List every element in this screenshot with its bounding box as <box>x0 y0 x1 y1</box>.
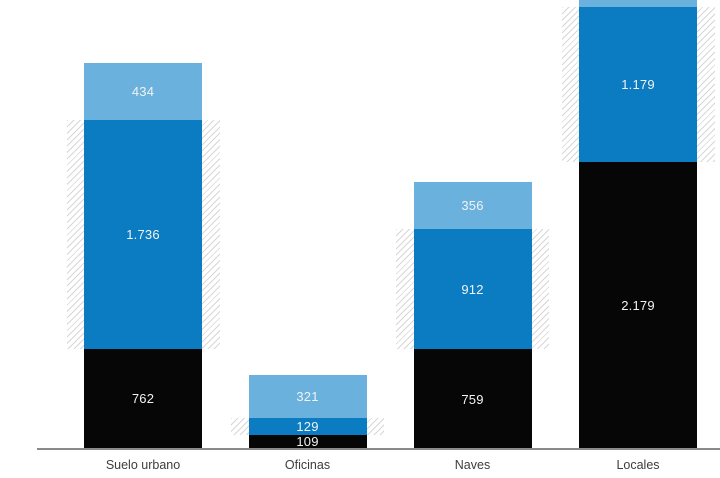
bar-segment-top-lightblue-segment: 321 <box>248 375 367 418</box>
segment-value-label: 1.736 <box>126 227 160 243</box>
bar-segment-bottom-black-segment: 759 <box>413 349 532 449</box>
segment-value-label: 109 <box>296 434 319 450</box>
category-label-locales: Locales <box>616 458 660 472</box>
bar-segment-middle-blue-segment: 912 <box>413 229 532 350</box>
bar-segment-top-lightblue-segment <box>579 0 697 8</box>
segment-value-label: 356 <box>461 198 484 214</box>
x-axis-line <box>37 448 720 450</box>
bar-segment-middle-blue-segment: 129 <box>248 417 367 435</box>
category-label-oficinas: Oficinas <box>284 458 331 472</box>
bar-segment-bottom-black-segment: 762 <box>84 348 202 449</box>
segment-value-label: 759 <box>461 391 484 407</box>
category-label-naves: Naves <box>454 458 491 472</box>
segment-value-label: 321 <box>296 389 319 405</box>
segment-value-label: 2.179 <box>621 298 655 314</box>
bar-segment-top-lightblue-segment: 434 <box>84 63 202 121</box>
bar-segment-bottom-black-segment: 2.179 <box>579 162 697 449</box>
segment-value-label: 762 <box>131 391 155 407</box>
segment-value-label: 434 <box>131 84 155 100</box>
bar-segment-bottom-black-segment: 109 <box>248 434 367 450</box>
category-label-suelo-urbano: Suelo urbano <box>105 458 181 472</box>
segment-value-label: 129 <box>296 418 319 434</box>
segment-value-label: 1.179 <box>621 77 655 93</box>
bar-segment-top-lightblue-segment: 356 <box>413 182 532 230</box>
bar-segment-middle-blue-segment: 1.179 <box>579 7 697 163</box>
bar-segment-middle-blue-segment: 1.736 <box>84 120 202 349</box>
segment-value-label: 912 <box>461 281 484 297</box>
